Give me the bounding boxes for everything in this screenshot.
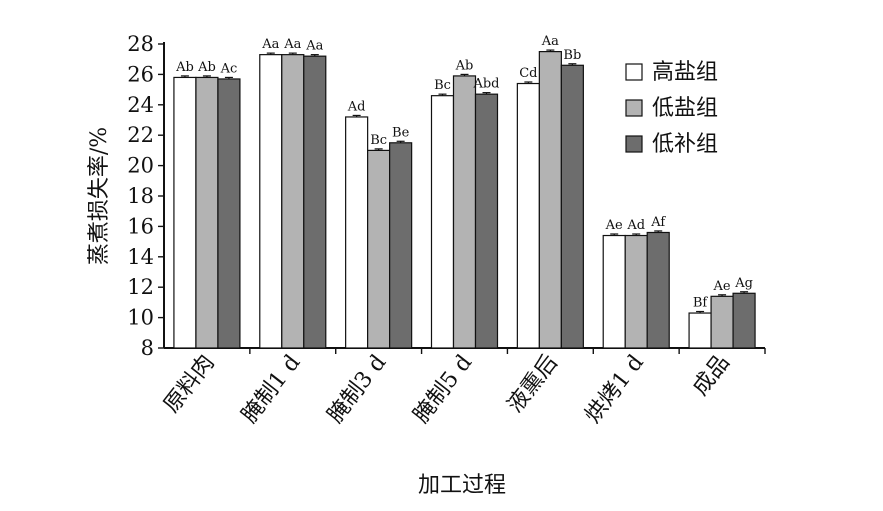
x-tick-label-0: 原料肉	[159, 350, 219, 417]
bar-2-1	[303, 55, 327, 349]
x-tick-label-4: 液熏后	[503, 350, 563, 417]
bar-label-1-6: Ae	[713, 279, 731, 294]
bar-label-0-1: Aa	[261, 37, 279, 52]
bar-0-5	[602, 234, 626, 349]
bar-2-0	[217, 78, 241, 349]
y-tick-label-8: 8	[141, 336, 154, 360]
y-tick-label-22: 22	[127, 123, 154, 147]
bar-0-4	[516, 82, 540, 349]
bar-1-2	[367, 149, 391, 349]
x-tick-label-6: 成品	[688, 350, 735, 400]
legend-swatch-0	[625, 63, 643, 81]
bar-label-2-6: Ag	[734, 276, 753, 291]
bar-label-1-1: Aa	[283, 37, 301, 52]
x-tick-label-1: 腌制1 d	[237, 350, 305, 428]
legend-label-2: 低补组	[652, 132, 718, 157]
bar-label-0-3: Bc	[434, 78, 451, 93]
bar-label-0-2: Ad	[347, 99, 366, 114]
bar-1-3	[452, 75, 477, 349]
x-tick-label-5: 烘烤1 d	[581, 350, 649, 428]
bar-1-0	[195, 76, 219, 349]
x-axis-label: 加工过程	[418, 473, 506, 498]
bar-0-3	[430, 95, 455, 349]
bar-label-2-3: Abd	[472, 77, 499, 92]
bar-label-1-4: Aa	[541, 34, 559, 49]
y-tick-label-28: 28	[127, 32, 154, 56]
y-axis-label: 蒸煮损失率/%	[87, 127, 112, 265]
bar-label-1-2: Bc	[370, 133, 387, 148]
y-tick-label-12: 12	[127, 275, 154, 299]
bar-label-0-4: Cd	[519, 66, 537, 81]
bar-2-6	[732, 292, 756, 349]
x-tick-label-2: 腌制3 d	[323, 350, 391, 428]
bar-2-5	[646, 231, 670, 349]
y-tick-label-16: 16	[127, 214, 154, 238]
y-tick-label-26: 26	[127, 62, 154, 86]
legend-swatch-1	[625, 99, 643, 117]
bar-0-2	[345, 116, 369, 349]
bars-layer	[173, 49, 756, 349]
bar-label-1-5: Ad	[626, 218, 645, 233]
legend-label-1: 低盐组	[652, 96, 718, 121]
bar-0-0	[173, 76, 197, 349]
bar-2-2	[389, 142, 413, 349]
bar-2-4	[560, 64, 584, 349]
bar-label-2-0: Ac	[220, 61, 238, 76]
bar-label-0-6: Bf	[693, 296, 709, 311]
bar-1-4	[538, 50, 562, 349]
bar-label-0-5: Ae	[605, 218, 623, 233]
bar-label-2-5: Af	[650, 215, 666, 230]
y-tick-label-24: 24	[127, 93, 154, 117]
legend-label-0: 高盐组	[652, 60, 718, 85]
bar-0-1	[259, 54, 283, 349]
bar-label-1-0: Ab	[197, 60, 216, 75]
legend-swatch-2	[625, 135, 643, 153]
bar-label-2-4: Bb	[563, 48, 581, 63]
bar-0-6	[688, 312, 712, 349]
y-tick-label-20: 20	[127, 154, 154, 178]
bar-label-2-1: Aa	[305, 39, 323, 54]
y-tick-label-14: 14	[127, 245, 154, 269]
bar-2-3	[474, 93, 499, 349]
bar-label-1-3: Ab	[455, 58, 474, 73]
x-tick-label-3: 腌制5 d	[409, 350, 477, 428]
y-tick-label-18: 18	[127, 184, 154, 208]
bar-label-2-2: Be	[392, 125, 410, 140]
bar-1-6	[710, 295, 734, 349]
y-tick-label-10: 10	[127, 306, 154, 330]
bar-label-0-0: Ab	[175, 60, 194, 75]
bar-1-5	[624, 234, 648, 349]
bar-1-1	[281, 54, 305, 349]
